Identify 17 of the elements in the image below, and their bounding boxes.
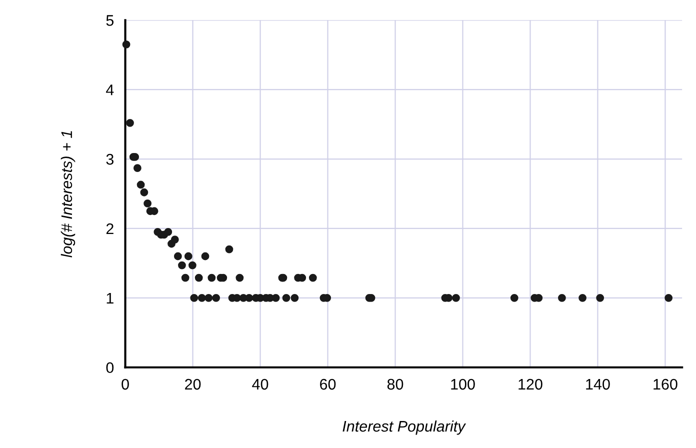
y-tick-label: 4 <box>106 84 114 96</box>
y-tick-label: 1 <box>106 292 114 304</box>
y-tick-label: 2 <box>106 223 114 234</box>
y-tick-label: 3 <box>106 154 114 165</box>
y-tick-label: 5 <box>106 15 114 26</box>
x-tick-label: 120 <box>518 378 542 390</box>
x-tick-label: 20 <box>185 378 201 390</box>
x-tick-label: 140 <box>586 378 610 390</box>
y-axis-title: log(# Interests) + 1 <box>60 131 76 258</box>
x-tick-label: 80 <box>387 378 404 390</box>
x-tick-label: 100 <box>451 378 475 390</box>
x-tick-label: 60 <box>320 378 336 390</box>
x-tick-label: 160 <box>654 378 678 390</box>
x-tick-label: 0 <box>122 378 129 390</box>
x-axis-title: Interest Popularity <box>342 420 466 435</box>
y-tick-label: 0 <box>106 362 114 374</box>
x-tick-label: 40 <box>252 378 268 390</box>
